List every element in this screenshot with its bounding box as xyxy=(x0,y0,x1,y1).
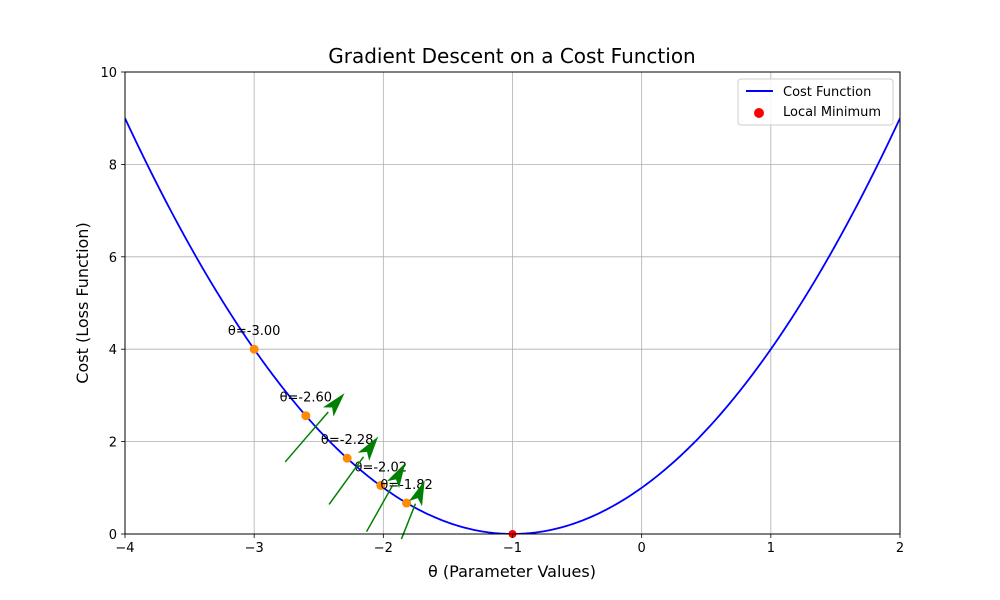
legend-label-local-minimum: Local Minimum xyxy=(783,105,881,120)
legend-box xyxy=(737,78,894,126)
x-tick-label: −4 xyxy=(115,541,134,556)
step-label: θ=-3.00 xyxy=(228,324,280,339)
x-axis-label: θ (Parameter Values) xyxy=(428,562,596,581)
plot-area xyxy=(125,117,900,534)
y-tick-label: 8 xyxy=(109,158,117,173)
step-label: θ=-2.60 xyxy=(280,391,332,406)
x-tick-label: 1 xyxy=(767,541,775,556)
step-point xyxy=(301,411,311,421)
y-axis-label: Cost (Loss Function) xyxy=(73,222,92,383)
x-tick-label: 0 xyxy=(638,541,646,556)
legend: Cost Function Local Minimum xyxy=(737,78,894,126)
grid xyxy=(124,71,901,535)
x-tick-label: −1 xyxy=(503,541,522,556)
gradient-arrow-head xyxy=(322,393,345,417)
annotations: θ=-3.00θ=-2.60θ=-2.28θ=-2.02θ=-1.82 xyxy=(228,324,517,540)
x-tick-label: −2 xyxy=(374,541,393,556)
legend-marker-swatch xyxy=(754,108,764,118)
x-tick-label: −3 xyxy=(245,541,264,556)
y-tick-label: 2 xyxy=(109,436,117,451)
y-tick-label: 6 xyxy=(109,251,117,266)
gradient-arrow-shaft xyxy=(328,456,365,505)
gradient-arrow-head xyxy=(357,436,379,461)
gradient-arrow-head xyxy=(408,480,425,507)
y-tick-label: 4 xyxy=(109,343,117,358)
gradient-arrow-shaft xyxy=(284,411,329,463)
chart-title: Gradient Descent on a Cost Function xyxy=(328,44,695,68)
gradient-arrow-shaft xyxy=(365,484,394,533)
step-point xyxy=(342,453,352,463)
y-tick-label: 10 xyxy=(100,66,117,81)
x-tick-label: 2 xyxy=(896,541,904,556)
legend-label-cost-function: Cost Function xyxy=(783,85,871,100)
step-label: θ=-2.02 xyxy=(355,460,407,475)
y-tick-label: 0 xyxy=(109,528,117,543)
step-point xyxy=(402,498,412,508)
step-label: θ=-2.28 xyxy=(321,433,373,448)
step-point xyxy=(376,480,386,490)
y-axis-ticks: 0 2 4 6 8 10 xyxy=(100,66,125,543)
step-point xyxy=(249,344,259,354)
gradient-arrow-shaft xyxy=(400,503,417,540)
gradient-arrow-head xyxy=(386,462,406,489)
x-axis-ticks: −4 −3 −2 −1 0 1 2 xyxy=(115,534,904,556)
